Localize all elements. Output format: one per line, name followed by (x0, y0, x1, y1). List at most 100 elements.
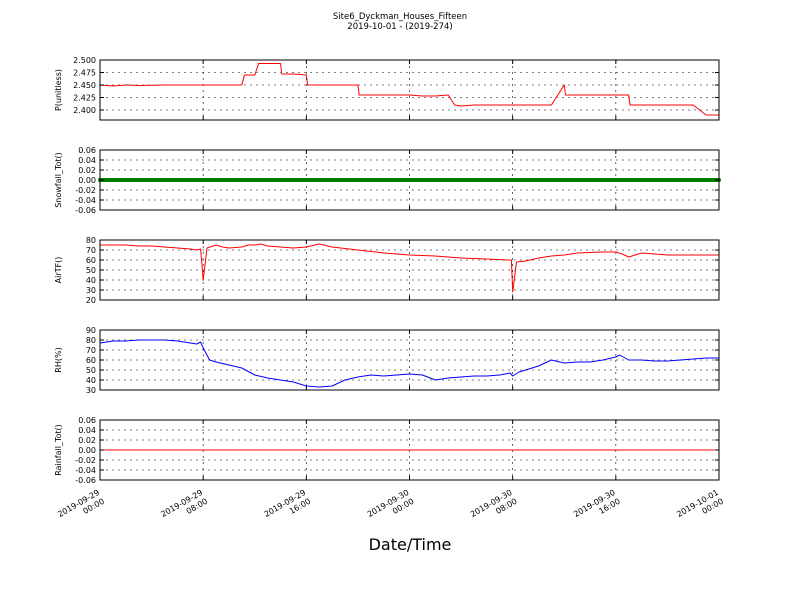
series-point (104, 178, 109, 182)
series-point (291, 178, 296, 182)
series-point (120, 178, 125, 182)
y-tick-label: -0.06 (75, 206, 96, 215)
series-point (197, 178, 202, 182)
series-point (139, 178, 144, 182)
series-point (410, 178, 415, 182)
series-point (401, 178, 406, 182)
series-point (675, 178, 680, 182)
series-line (100, 243, 719, 293)
series-point (633, 178, 638, 182)
series-point (704, 178, 709, 182)
series-point (497, 178, 502, 182)
x-tick-label: 2019-10-0100:00 (675, 488, 725, 528)
y-tick-label: 50 (86, 266, 96, 275)
series-point (226, 178, 231, 182)
series-point (156, 178, 161, 182)
series-point (571, 178, 576, 182)
series-point (459, 178, 464, 182)
panel-5: 0.060.040.020.00-0.02-0.04-0.06 Rainfall_… (54, 416, 720, 485)
series-point (130, 178, 135, 182)
series-point (542, 178, 547, 182)
series-point (249, 178, 254, 182)
series-point (530, 178, 535, 182)
series-point (662, 178, 667, 182)
series-point (442, 178, 447, 182)
series-point (362, 178, 367, 182)
series-point (220, 178, 225, 182)
series-point (710, 178, 715, 182)
series-point (143, 178, 148, 182)
series-point (284, 178, 289, 182)
series-point (449, 178, 454, 182)
series-point (246, 178, 251, 182)
series-point (523, 178, 528, 182)
y-axis-label: Snowfall_Tot() (54, 152, 63, 208)
series-point (252, 178, 257, 182)
series-point (133, 178, 138, 182)
series-point (691, 178, 696, 182)
y-tick-label: 0.06 (78, 416, 96, 425)
series-point (181, 178, 186, 182)
series-point (500, 178, 505, 182)
series-point (629, 178, 634, 182)
y-tick-label: 30 (86, 386, 96, 395)
series-point (191, 178, 196, 182)
series-point (149, 178, 154, 182)
y-tick-label: 70 (86, 246, 96, 255)
series-point (162, 178, 167, 182)
x-tick-label: 2019-09-3000:00 (366, 488, 416, 528)
series-point (314, 178, 319, 182)
y-tick-label: 0.02 (78, 436, 96, 445)
series-point (694, 178, 699, 182)
series-point (588, 178, 593, 182)
y-tick-label: -0.02 (75, 186, 96, 195)
y-tick-label: -0.02 (75, 456, 96, 465)
series-point (365, 178, 370, 182)
series-point (310, 178, 315, 182)
series-point (533, 178, 538, 182)
series-point (549, 178, 554, 182)
series-point (452, 178, 457, 182)
y-tick-label: 2.500 (73, 56, 96, 65)
y-tick-label: -0.06 (75, 476, 96, 485)
series-point (320, 178, 325, 182)
series-point (491, 178, 496, 182)
y-tick-label: 0.04 (78, 426, 96, 435)
y-tick-label: -0.04 (75, 196, 96, 205)
y-tick-label: 0.00 (78, 176, 96, 185)
series-point (430, 178, 435, 182)
y-tick-label: 70 (86, 346, 96, 355)
series-point (565, 178, 570, 182)
series-point (465, 178, 470, 182)
series-point (146, 178, 151, 182)
series-point (265, 178, 270, 182)
series-point (268, 178, 273, 182)
y-tick-label: 60 (86, 356, 96, 365)
y-tick-label: 0.00 (78, 446, 96, 455)
series-point (336, 178, 341, 182)
series-point (494, 178, 499, 182)
series-point (127, 178, 132, 182)
series-point (420, 178, 425, 182)
series-point (468, 178, 473, 182)
series-point (488, 178, 493, 182)
series-point (136, 178, 141, 182)
y-tick-label: 0.02 (78, 166, 96, 175)
series-point (513, 178, 518, 182)
series-point (207, 178, 212, 182)
series-point (201, 178, 206, 182)
y-axis-label: RH(%) (54, 347, 63, 372)
y-tick-label: 80 (86, 236, 96, 245)
series-point (507, 178, 512, 182)
y-axis-label: P(unitless) (54, 69, 63, 111)
y-tick-label: 80 (86, 336, 96, 345)
series-line (99, 63, 719, 116)
series-point (417, 178, 422, 182)
series-point (326, 178, 331, 182)
series-point (355, 178, 360, 182)
series-point (117, 178, 122, 182)
series-point (255, 178, 260, 182)
